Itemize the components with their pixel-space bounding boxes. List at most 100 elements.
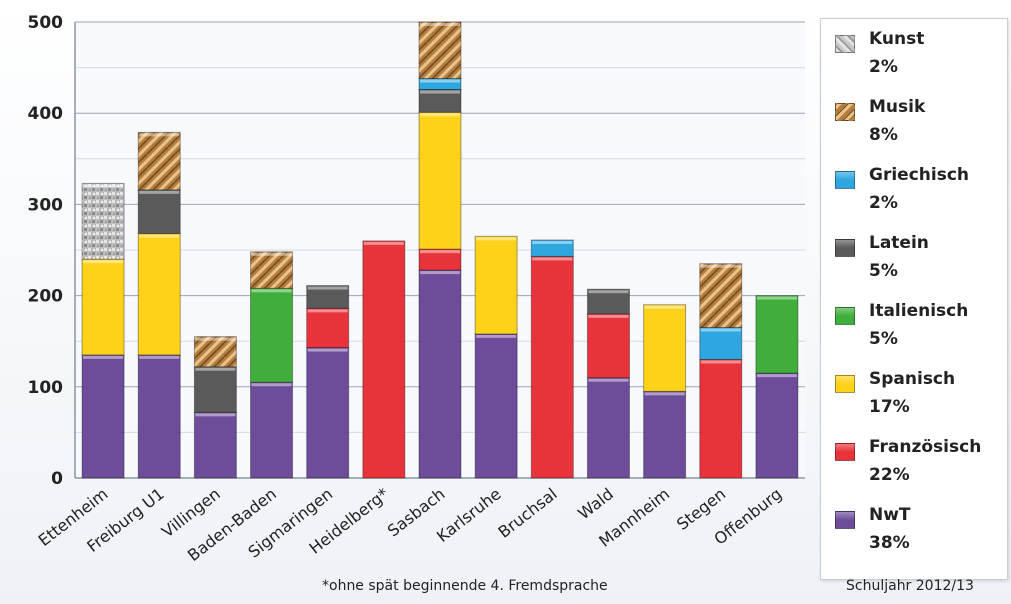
legend-swatch-italienisch — [835, 307, 855, 325]
bar-highlight — [307, 348, 348, 352]
bar-segment-nwt — [418, 269, 462, 479]
bar-segment-latein — [586, 288, 630, 315]
x-tick-label: Bruchsal — [495, 484, 561, 542]
bar-highlight — [139, 133, 180, 137]
bar-segment-nwt — [755, 372, 799, 479]
bar-highlight — [83, 260, 124, 264]
y-axis: 0 100 200 300 400 500 — [28, 13, 805, 489]
bar-highlight — [83, 355, 124, 359]
bar-segment-franz-sisch — [362, 240, 406, 479]
legend: Kunst 2% Musik 8% Griechisch 2% Latein 5% Italie… — [820, 18, 1008, 580]
legend-swatch-spanisch — [835, 375, 855, 393]
legend-share: 22% — [869, 465, 910, 485]
school-year-label: Schuljahr 2012/13 — [846, 578, 974, 594]
legend-swatch-latein — [835, 239, 855, 257]
bar-segment-latein — [306, 285, 350, 309]
legend-swatch-franz-sisch — [835, 443, 855, 461]
bar-highlight — [363, 241, 404, 245]
bar-segment-italienisch — [250, 287, 294, 383]
bar-highlight — [420, 113, 460, 117]
bar-segment-franz-sisch — [306, 307, 350, 349]
legend-label: Italienisch — [869, 301, 969, 321]
bar-segment-franz-sisch — [586, 313, 630, 379]
legend-share: 2% — [869, 193, 898, 213]
legend-swatch-kunst — [835, 35, 855, 53]
bar-highlight — [420, 90, 460, 94]
bar-highlight — [532, 240, 573, 244]
bar-segment-spanisch — [137, 233, 181, 356]
bar-highlight — [195, 413, 236, 417]
bar-highlight — [420, 23, 460, 26]
bar-highlight — [476, 334, 517, 338]
legend-label: Musik — [869, 97, 926, 117]
y-tick-label: 200 — [28, 287, 64, 307]
y-tick-label: 300 — [28, 195, 64, 215]
bar-segment-musik — [250, 251, 294, 289]
legend-swatch-musik — [835, 103, 855, 121]
bar-highlight — [532, 257, 573, 261]
legend-share: 5% — [869, 261, 898, 281]
bar-segment-musik — [418, 21, 462, 80]
legend-share: 5% — [869, 329, 898, 349]
bar-segment-latein — [193, 366, 237, 413]
bar-segment-spanisch — [474, 235, 518, 335]
y-tick-label: 0 — [51, 469, 63, 489]
bar-segment-nwt — [81, 354, 125, 479]
bar-highlight — [420, 79, 460, 83]
bar-highlight — [588, 378, 629, 382]
legend-label: Latein — [869, 233, 929, 253]
bar-highlight — [756, 296, 797, 300]
bar-segment-musik — [193, 336, 237, 368]
bar-segment-nwt — [586, 377, 630, 479]
y-tick-label: 400 — [28, 104, 64, 124]
bar-segment-griechisch — [699, 327, 743, 360]
bar-highlight — [420, 250, 460, 254]
legend-share: 17% — [869, 397, 910, 417]
bar-segment-nwt — [643, 390, 687, 479]
bar-segment-spanisch — [643, 304, 687, 392]
y-tick-label: 100 — [28, 378, 64, 398]
legend-label: Griechisch — [869, 165, 969, 185]
bar-highlight — [139, 355, 180, 359]
bar-segment-franz-sisch — [699, 358, 743, 479]
bar-segment-griechisch — [530, 239, 574, 257]
bar-highlight — [588, 290, 629, 294]
bar-highlight — [588, 314, 629, 318]
bar-highlight — [700, 360, 741, 364]
bar-highlight — [700, 264, 741, 268]
bar-segment-nwt — [250, 381, 294, 479]
bar-highlight — [700, 328, 741, 332]
bar-segment-nwt — [193, 411, 237, 479]
bar-highlight — [307, 309, 348, 313]
footnote: *ohne spät beginnende 4. Fremdsprache — [322, 578, 608, 594]
bar-highlight — [251, 383, 292, 387]
bar-segment-musik — [137, 131, 181, 191]
legend-share: 8% — [869, 125, 898, 145]
bars — [81, 21, 799, 479]
bar-highlight — [756, 374, 797, 378]
bar-segment-kunst — [81, 182, 125, 260]
bar-highlight — [644, 392, 685, 396]
bar-highlight — [83, 184, 124, 188]
legend-share: 38% — [869, 533, 910, 553]
legend-swatch-griechisch — [835, 171, 855, 189]
bar-segment-italienisch — [755, 295, 799, 374]
legend-label: Französisch — [869, 437, 982, 457]
x-tick-label: Wald — [574, 484, 617, 523]
bar-highlight — [420, 271, 460, 275]
legend-label: Spanisch — [869, 369, 956, 389]
bar-highlight — [195, 367, 236, 371]
bar-segment-spanisch — [418, 111, 462, 250]
bar-segment-franz-sisch — [530, 255, 574, 479]
bar-highlight — [139, 190, 180, 194]
legend-share: 2% — [869, 57, 898, 77]
bar-highlight — [195, 337, 236, 341]
bar-highlight — [476, 237, 517, 241]
bar-highlight — [644, 305, 685, 309]
legend-swatch-nwt — [835, 511, 855, 529]
bar-segment-nwt — [474, 333, 518, 479]
bar-highlight — [139, 234, 180, 238]
